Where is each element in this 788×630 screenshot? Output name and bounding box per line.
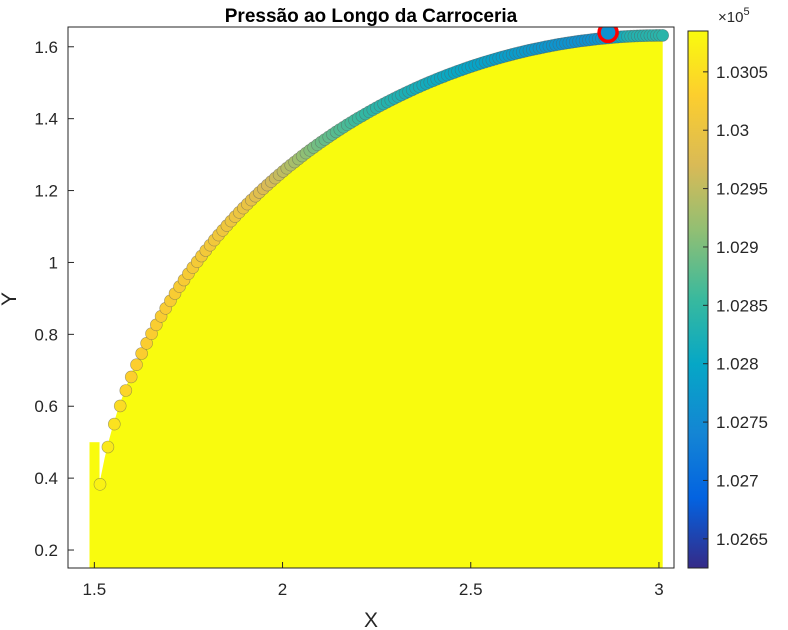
surface-point xyxy=(656,29,670,42)
body-edge-field xyxy=(89,442,100,568)
y-axis: 0.2 0.4 0.6 0.8 1 1.2 1.4 1.6 xyxy=(34,38,74,560)
y-tick-label: 1 xyxy=(49,253,58,272)
colorbar-exponent: ×105 xyxy=(718,6,750,26)
y-tick-label: 1.4 xyxy=(34,110,58,129)
x-tick-label: 2.5 xyxy=(459,580,483,599)
y-tick-label: 1.2 xyxy=(34,182,58,201)
colorbar-tick-label: 1.027 xyxy=(716,471,759,490)
y-tick-label: 1.6 xyxy=(34,38,58,57)
colorbar-tick-label: 1.0265 xyxy=(716,530,768,549)
colorbar-tick-label: 1.03 xyxy=(716,121,749,140)
colorbar-tick-label: 1.028 xyxy=(716,355,759,374)
surface-point xyxy=(101,440,115,454)
surface-point xyxy=(93,477,107,491)
y-tick-label: 0.4 xyxy=(34,469,58,488)
surface-point xyxy=(124,370,138,384)
surface-point xyxy=(119,384,133,397)
x-tick-label: 2 xyxy=(278,580,287,599)
surface-point xyxy=(113,399,127,413)
x-axis-label: X xyxy=(364,609,378,630)
colorbar-exponent-base: ×10 xyxy=(718,9,743,26)
scatter-layer xyxy=(89,27,670,568)
colorbar-tick-label: 1.0295 xyxy=(716,180,768,199)
x-tick-label: 3 xyxy=(654,580,663,599)
colorbar-tick-label: 1.0275 xyxy=(716,413,768,432)
colorbar: 1.0265 1.027 1.0275 1.028 1.0285 1.029 1.0295 1… xyxy=(687,6,768,569)
colorbar-gradient xyxy=(687,30,709,569)
x-axis: 1.5 2 2.5 3 xyxy=(83,562,664,599)
surface-point xyxy=(108,417,121,431)
chart-title: Pressão ao Longo da Carroceria xyxy=(225,6,518,27)
colorbar-tick-label: 1.0285 xyxy=(716,296,768,315)
min-pressure-marker xyxy=(597,27,619,44)
colorbar-exponent-power: 5 xyxy=(743,6,749,18)
y-tick-label: 0.6 xyxy=(34,397,58,416)
plot-area xyxy=(67,26,675,569)
surface-point xyxy=(135,347,148,360)
y-tick-label: 0.8 xyxy=(34,325,58,344)
x-tick-label: 1.5 xyxy=(83,580,107,599)
body-pressure-field xyxy=(92,32,663,568)
axes-box xyxy=(67,26,675,569)
colorbar-tick-label: 1.029 xyxy=(716,238,759,257)
colorbar-ticks: 1.0265 1.027 1.0275 1.028 1.0285 1.029 1.0295 1… xyxy=(703,63,768,549)
y-tick-label: 0.2 xyxy=(34,541,58,560)
surface-point xyxy=(130,358,143,372)
colorbar-tick-label: 1.0305 xyxy=(716,63,768,82)
y-axis-label: Y xyxy=(0,292,21,306)
